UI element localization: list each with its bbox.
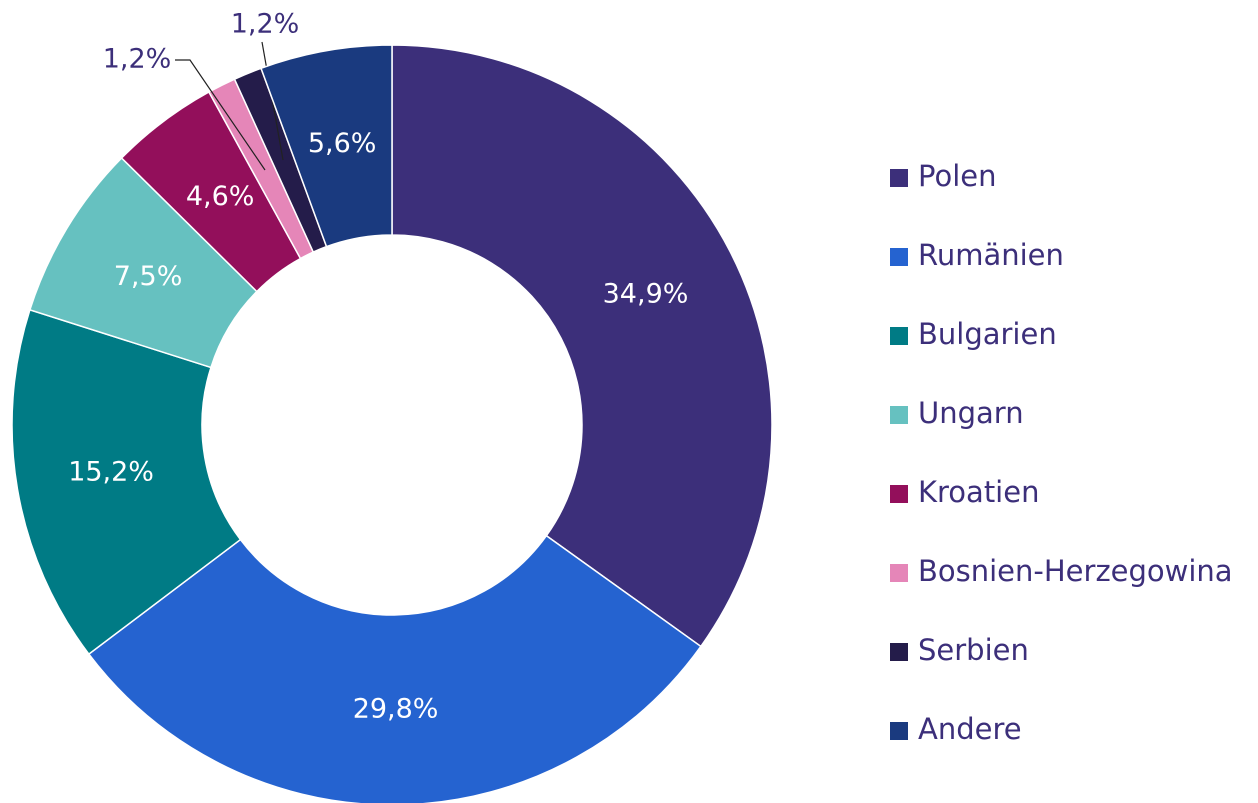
legend-swatch — [890, 169, 908, 187]
donut-slice — [87, 534, 702, 803]
data-label: 15,2% — [68, 457, 154, 488]
legend-label: Ungarn — [918, 396, 1024, 430]
data-label: 1,2% — [231, 9, 300, 40]
legend-label: Rumänien — [918, 238, 1064, 272]
leader-line — [175, 59, 266, 171]
legend-label: Andere — [918, 712, 1022, 746]
data-label: 1,2% — [103, 44, 172, 75]
data-label: 7,5% — [114, 261, 183, 292]
data-label: 4,6% — [186, 181, 255, 212]
legend-label: Bosnien-Herzegowina — [918, 554, 1233, 588]
legend-label: Kroatien — [918, 475, 1039, 509]
legend-swatch — [890, 564, 908, 582]
legend-label: Serbien — [918, 633, 1029, 667]
donut-slice — [391, 44, 773, 648]
legend-label: Polen — [918, 159, 996, 193]
legend-swatch — [890, 722, 908, 740]
legend-swatch — [890, 643, 908, 661]
data-label: 5,6% — [308, 128, 377, 159]
legend-swatch — [890, 327, 908, 345]
donut-slice — [260, 44, 393, 248]
donut-slice — [11, 308, 242, 656]
data-label: 34,9% — [603, 278, 689, 309]
legend-swatch — [890, 248, 908, 266]
data-label: 29,8% — [353, 693, 439, 724]
legend-swatch — [890, 406, 908, 424]
legend-swatch — [890, 485, 908, 503]
legend-label: Bulgarien — [918, 317, 1057, 351]
